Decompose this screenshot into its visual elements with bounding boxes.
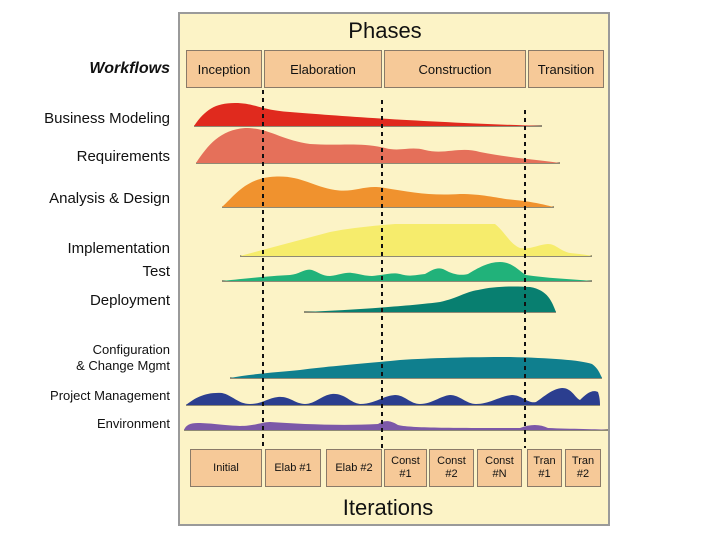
iteration-elab-1: Elab #1 xyxy=(265,449,321,487)
curve-config xyxy=(230,357,602,378)
phase-inception: Inception xyxy=(186,50,262,88)
workflows-heading: Workflows xyxy=(89,60,170,77)
phase-elaboration: Elaboration xyxy=(264,50,382,88)
curve-analysis-design xyxy=(222,176,554,207)
workflow-label-implementation: Implementation xyxy=(67,240,170,257)
iterations-title: Iterations xyxy=(342,495,434,520)
iteration-const-2-line1: Const xyxy=(437,455,466,467)
curve-business-modeling xyxy=(194,103,542,126)
phase-construction: Construction xyxy=(384,50,526,88)
iteration-const-n-line2: #N xyxy=(492,468,507,480)
diagram-panel xyxy=(178,12,610,526)
iteration-const-n-line1: Const xyxy=(485,455,514,467)
iteration-tran-2: Tran #2 xyxy=(565,449,601,487)
workflow-label-analysis-design: Analysis & Design xyxy=(49,190,170,207)
workflow-label-configuration: Configuration xyxy=(92,342,170,357)
iteration-initial-label: Initial xyxy=(213,461,239,474)
workflow-label-change-mgmt: & Change Mgmt xyxy=(76,358,170,373)
iteration-elab-1-label: Elab #1 xyxy=(274,461,312,474)
phase-dividers xyxy=(262,90,526,448)
workflow-label-project-management: Project Management xyxy=(50,388,170,403)
iteration-tran-2-line1: Tran xyxy=(571,455,595,467)
phases-title: Phases xyxy=(348,18,422,43)
workflow-label-business-modeling: Business Modeling xyxy=(44,110,170,127)
iteration-initial: Initial xyxy=(190,449,262,487)
iteration-const-2-line2: #2 xyxy=(445,468,458,480)
iteration-const-1-line1: Const xyxy=(391,455,420,467)
iteration-tran-2-line2: #2 xyxy=(576,468,590,480)
workflow-label-deployment: Deployment xyxy=(89,292,170,309)
curve-test xyxy=(222,262,592,281)
workflow-label-requirements: Requirements xyxy=(76,148,170,165)
iteration-const-1-line2: #1 xyxy=(399,468,412,480)
curve-requirements xyxy=(196,128,560,163)
iteration-tran-1: Tran #1 xyxy=(527,449,562,487)
iteration-const-1: Const #1 xyxy=(384,449,427,487)
iteration-const-2: Const #2 xyxy=(429,449,474,487)
workflow-label-test: Test xyxy=(142,263,170,280)
curve-project-mgmt xyxy=(186,388,600,405)
iteration-elab-2-label: Elab #2 xyxy=(335,461,373,474)
curve-implementation xyxy=(240,224,592,256)
iteration-elab-2: Elab #2 xyxy=(326,449,382,487)
phase-transition: Transition xyxy=(528,50,604,88)
workflow-label-environment: Environment xyxy=(97,416,170,431)
iteration-tran-1-line1: Tran xyxy=(533,455,556,467)
iteration-const-n: Const #N xyxy=(477,449,522,487)
curve-environment xyxy=(184,421,608,430)
iteration-tran-1-line2: #1 xyxy=(538,468,551,480)
curve-deployment xyxy=(304,286,556,312)
